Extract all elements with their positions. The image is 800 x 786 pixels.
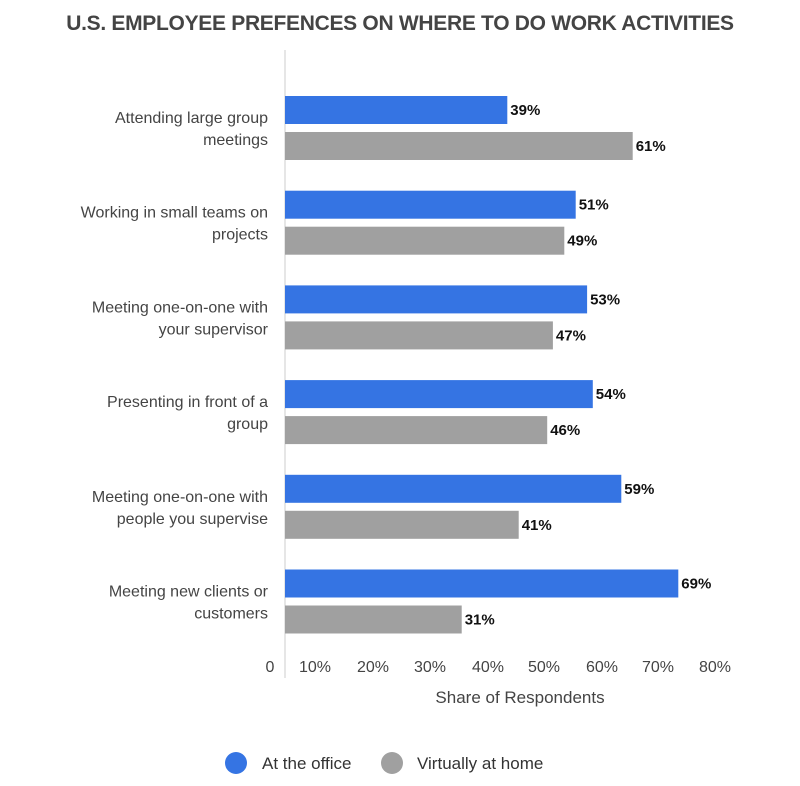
category-label: people you supervise [117,511,268,528]
x-tick-label: 60% [586,659,618,676]
x-tick-label: 10% [299,659,331,676]
chart-title: U.S. EMPLOYEE PREFENCES ON WHERE TO DO W… [66,12,734,35]
x-tick-label: 0 [266,659,275,676]
data-label: 51% [579,197,609,214]
data-label: 46% [550,422,580,439]
legend-marker-office [225,752,247,774]
bar-home [285,132,633,160]
bar-office [285,569,679,598]
category-label: meetings [203,132,268,149]
data-label: 31% [465,612,495,629]
category-label: Meeting one-on-one with [92,299,268,316]
category-label: Attending large group [115,110,268,127]
x-tick-label: 40% [472,659,504,676]
category-label: group [227,416,268,433]
category-label: Meeting one-on-one with [92,489,268,506]
x-tick-label: 50% [528,659,560,676]
data-label: 49% [567,233,597,250]
x-tick-label: 30% [414,659,446,676]
legend-marker-home [381,752,403,774]
legend-label: At the office [262,754,351,773]
category-label: projects [212,227,268,244]
category-label: Working in small teams on [81,205,268,222]
data-label: 59% [624,481,654,498]
bar-home [285,226,565,255]
data-label: 61% [636,138,666,155]
data-label: 39% [510,102,540,119]
bar-home [285,416,548,445]
data-label: 54% [596,386,626,403]
data-label: 47% [556,327,586,344]
data-label: 53% [590,291,620,308]
category-label: Presenting in front of a [107,394,268,411]
data-label: 41% [522,517,552,534]
bar-office [285,380,593,409]
bar-home [285,510,519,539]
category-label: your supervisor [159,321,269,338]
data-label: 69% [681,576,711,593]
x-axis-title: Share of Respondents [435,688,604,707]
bar-office [285,190,576,219]
x-tick-label: 80% [699,659,731,676]
legend-label: Virtually at home [417,754,543,773]
bar-office [285,474,622,503]
bar-office [285,96,508,124]
category-label: customers [194,606,268,623]
bar-office [285,285,588,314]
bar-home [285,605,462,634]
category-label: Meeting new clients or [109,584,269,601]
x-tick-label: 20% [357,659,389,676]
x-tick-label: 70% [642,659,674,676]
bar-home [285,321,553,350]
